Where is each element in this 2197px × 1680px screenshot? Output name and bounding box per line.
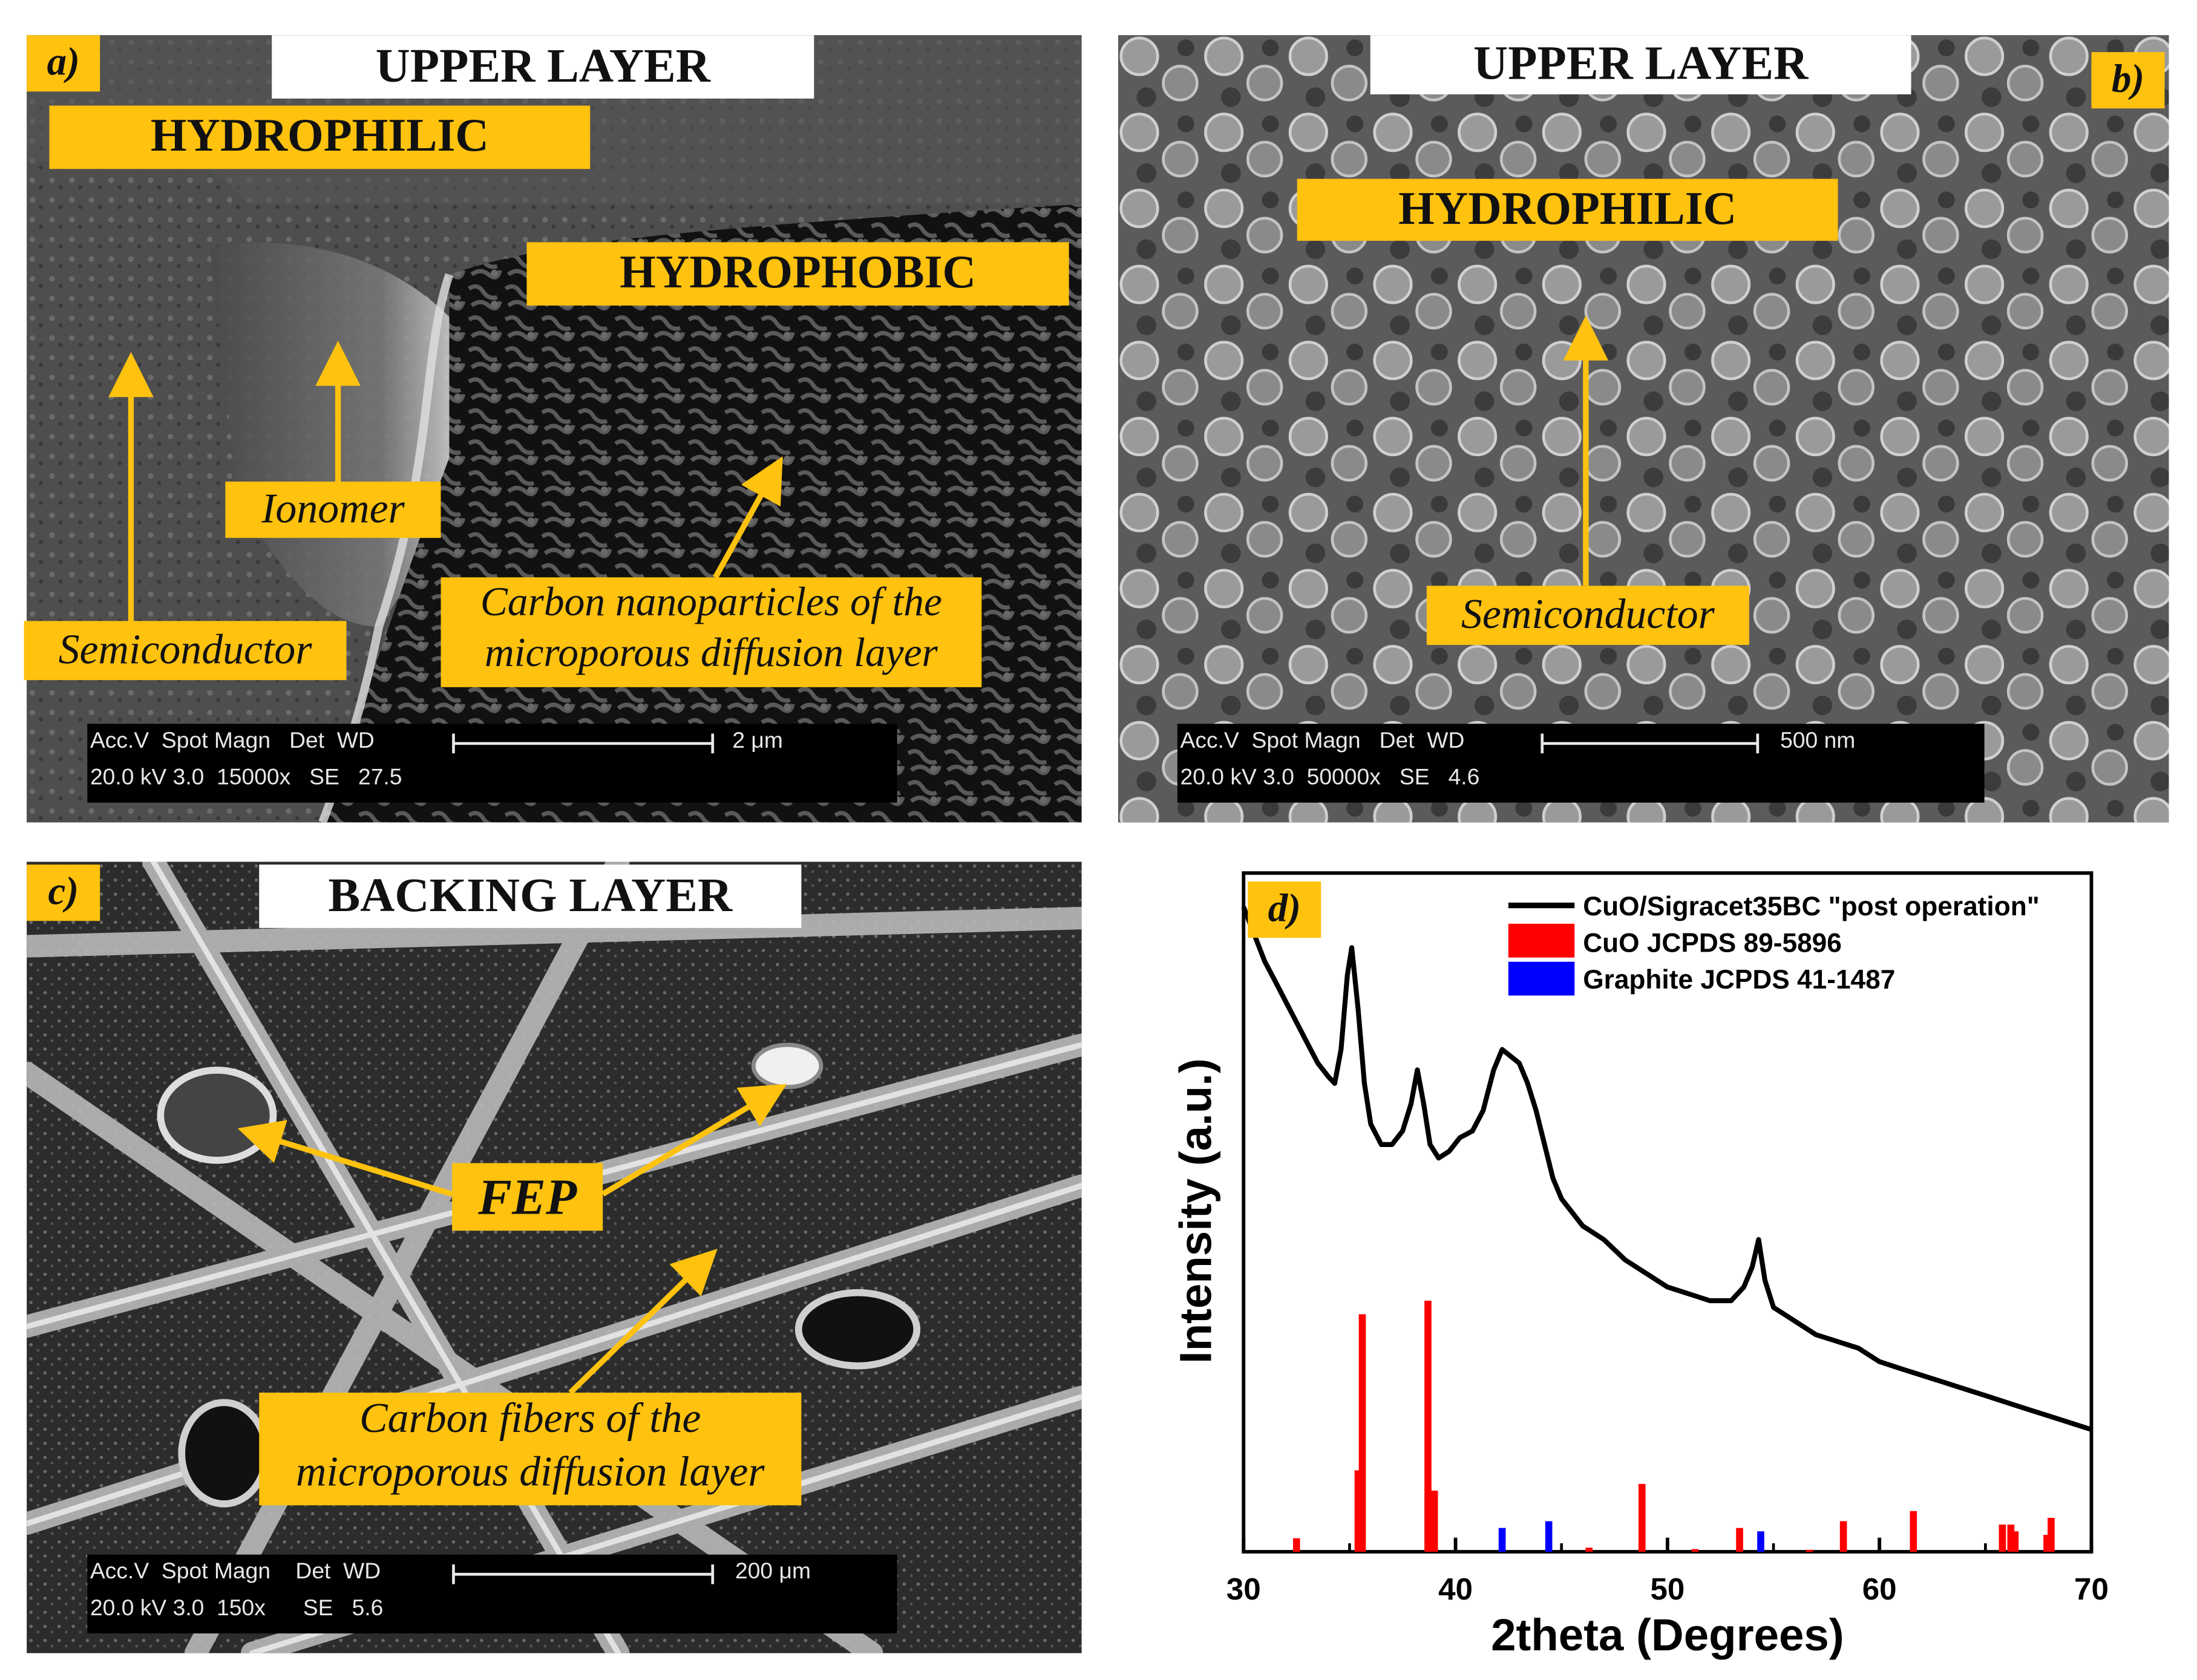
panel-b-title: UPPER LAYER xyxy=(1370,35,1911,94)
cuo-reference-peak xyxy=(1638,1483,1646,1552)
panel-d-letter: d) xyxy=(1248,881,1321,938)
sem-image-c xyxy=(27,861,1082,1653)
cuo-reference-peak xyxy=(1358,1314,1366,1552)
legend-label-3: Graphite JCPDS 41-1487 xyxy=(1583,965,1895,995)
scalebar-a-label: 2 μm xyxy=(732,729,783,754)
arrow-carbon-fibers xyxy=(568,1249,718,1395)
label-fibers-line2: microporous diffusion layer xyxy=(296,1448,765,1495)
cuo-reference-peak xyxy=(1806,1549,1813,1552)
cuo-reference-peak xyxy=(2043,1535,2051,1552)
sem-image-b xyxy=(1118,35,2169,823)
databar-a: Acc.V Spot Magn Det WD 20.0 kV 3.0 15000… xyxy=(87,724,897,803)
x-tick-label: 40 xyxy=(1438,1572,1473,1606)
panel-c-title: BACKING LAYER xyxy=(259,865,802,928)
cuo-reference-peak xyxy=(1354,1470,1362,1552)
x-tick-label: 70 xyxy=(2074,1572,2109,1606)
scalebar-a xyxy=(452,733,715,754)
x-tick-label: 60 xyxy=(1862,1572,1897,1606)
scalebar-c-label: 200 μm xyxy=(735,1560,811,1584)
databar-b-values: 20.0 kV 3.0 50000x SE 4.6 xyxy=(1180,766,1480,790)
cuo-reference-peak xyxy=(2011,1531,2019,1552)
x-axis-label: 2theta (Degrees) xyxy=(1491,1610,1844,1660)
label-carbon-fibers: Carbon fibers of the microporous diffusi… xyxy=(259,1392,802,1506)
databar-a-values: 20.0 kV 3.0 15000x SE 27.5 xyxy=(90,766,402,790)
label-semiconductor-a: Semiconductor xyxy=(24,621,347,681)
cuo-reference-peak xyxy=(1424,1301,1432,1552)
label-fep: FEP xyxy=(452,1163,603,1231)
databar-c-values: 20.0 kV 3.0 150x SE 5.6 xyxy=(90,1597,384,1621)
label-hydrophobic-a: HYDROPHOBIC xyxy=(526,242,1069,306)
x-tick-label: 30 xyxy=(1226,1572,1261,1606)
sticks-layer xyxy=(1292,1301,2055,1552)
cuo-reference-peak xyxy=(1691,1549,1699,1552)
cuo-reference-peak xyxy=(2048,1517,2055,1552)
panel-a-letter: a) xyxy=(27,35,100,92)
cuo-reference-peak xyxy=(1999,1525,2006,1552)
label-carbon-line1: Carbon nanoparticles of the xyxy=(480,580,942,626)
cuo-reference-peak xyxy=(1585,1548,1593,1552)
scalebar-b xyxy=(1541,733,1760,754)
label-fibers-line1: Carbon fibers of the xyxy=(359,1395,701,1442)
scalebar-c xyxy=(452,1564,715,1584)
databar-a-header: Acc.V Spot Magn Det WD xyxy=(90,729,375,754)
cuo-reference-peak xyxy=(1736,1528,1743,1552)
databar-b-header: Acc.V Spot Magn Det WD xyxy=(1180,729,1465,754)
databar-c-header: Acc.V Spot Magn Det WD xyxy=(90,1560,381,1584)
legend-label-2: CuO JCPDS 89-5896 xyxy=(1583,928,1842,958)
cuo-reference-peak xyxy=(1910,1511,1917,1552)
label-carbon-line2: microporous diffusion layer xyxy=(485,631,938,676)
panel-a-title: UPPER LAYER xyxy=(272,35,814,99)
label-hydrophilic-b: HYDROPHILIC xyxy=(1297,178,1838,241)
cuo-reference-peak xyxy=(1430,1490,1438,1552)
arrow-carbon-nanoparticles xyxy=(713,456,783,579)
y-axis-label: Intensity (a.u.) xyxy=(1171,1058,1221,1364)
scalebar-b-label: 500 nm xyxy=(1780,729,1856,754)
label-ionomer: Ionomer xyxy=(225,482,441,538)
panel-c-letter: c) xyxy=(27,865,100,921)
arrow-fep-left xyxy=(237,1120,453,1197)
x-tick-label: 50 xyxy=(1650,1572,1685,1606)
graphite-reference-peak xyxy=(1757,1531,1764,1552)
x-ticks: 30 40 50 60 70 xyxy=(1226,1537,2109,1606)
sem-texture-b xyxy=(1118,35,2169,823)
series-line-cuo-sigracet xyxy=(1241,906,2092,1432)
legend-label-1: CuO/Sigracet35BC "post operation" xyxy=(1583,892,2039,921)
legend: CuO/Sigracet35BC "post operation" CuO JC… xyxy=(1508,892,2040,996)
sem-texture-c xyxy=(27,861,1082,1653)
arrow-fep-right xyxy=(601,1084,787,1197)
legend-swatch-blue xyxy=(1508,961,1575,996)
databar-b: Acc.V Spot Magn Det WD 20.0 kV 3.0 50000… xyxy=(1177,724,1985,803)
cuo-reference-peak xyxy=(1839,1521,1847,1552)
graphite-reference-peak xyxy=(1545,1521,1553,1552)
label-carbon-nanoparticles: Carbon nanoparticles of the microporous … xyxy=(440,577,982,687)
label-semiconductor-b: Semiconductor xyxy=(1426,586,1749,646)
legend-swatch-red xyxy=(1508,923,1575,958)
databar-c: Acc.V Spot Magn Det WD 20.0 kV 3.0 150x … xyxy=(87,1554,897,1634)
panel-b-letter: b) xyxy=(2091,52,2165,109)
label-hydrophilic-a: HYDROPHILIC xyxy=(49,105,591,169)
cuo-reference-peak xyxy=(1292,1538,1300,1552)
graphite-reference-peak xyxy=(1498,1528,1506,1552)
cuo-reference-peak xyxy=(2007,1525,2015,1552)
